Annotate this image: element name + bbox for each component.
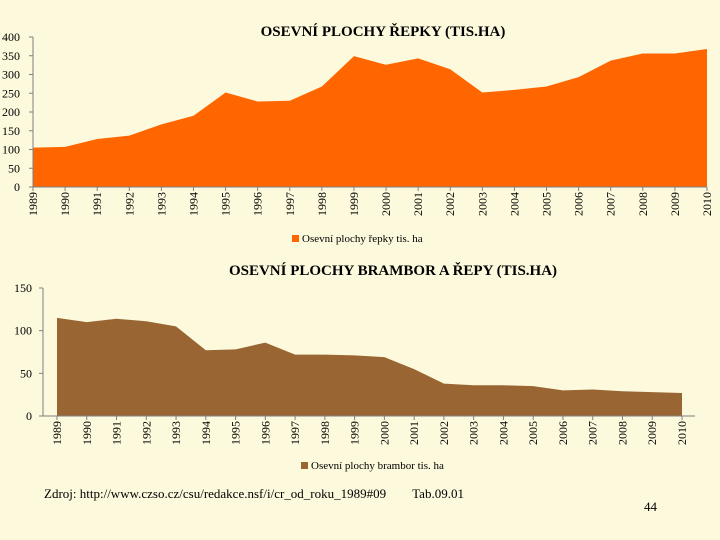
- table-ref: Tab.09.01: [412, 486, 464, 501]
- y-tick-label: 200: [2, 105, 20, 119]
- x-tick-label: 2000: [377, 421, 391, 445]
- x-tick-label: 2003: [475, 192, 489, 216]
- x-tick-label: 1989: [50, 421, 64, 445]
- x-tick-label: 1994: [199, 421, 213, 445]
- legend-label: Osevní plochy brambor tis. ha: [311, 460, 444, 472]
- x-tick-label: 2004: [496, 421, 510, 445]
- x-tick-label: 1996: [258, 421, 272, 445]
- chart-title: OSEVNÍ PLOCHY BRAMBOR A ŘEPY (TIS.HA): [229, 262, 557, 279]
- x-tick-label: 1990: [80, 421, 94, 445]
- x-tick-label: 1998: [315, 192, 329, 216]
- x-tick-label: 1995: [229, 421, 243, 445]
- x-tick-label: 1999: [348, 421, 362, 445]
- x-tick-label: 2005: [540, 192, 554, 216]
- legend: Osevní plochy řepky tis. ha: [292, 233, 423, 245]
- y-tick-label: 100: [14, 324, 32, 338]
- page-number: 44: [644, 499, 657, 514]
- y-axis: 0 50 100 150: [14, 281, 44, 423]
- y-tick-label: 100: [2, 143, 20, 157]
- x-tick-label: 1999: [347, 192, 361, 216]
- x-tick-label: 2008: [636, 192, 650, 216]
- x-tick-label: 1997: [288, 421, 302, 445]
- x-tick-label: 1993: [169, 421, 183, 445]
- x-tick-label: 1996: [251, 192, 265, 216]
- source-footer: Zdroj: http://www.czso.cz/csu/redakce.ns…: [44, 486, 464, 502]
- area-fill: [57, 317, 682, 416]
- x-tick-label: 1992: [122, 192, 136, 216]
- y-tick-label: 50: [20, 366, 32, 380]
- x-tick-label: 2002: [437, 421, 451, 445]
- x-tick-label: 2003: [467, 421, 481, 445]
- legend-label: Osevní plochy řepky tis. ha: [302, 233, 423, 245]
- y-axis: 0 50 100 150 200 250 300 350 400: [2, 30, 34, 194]
- x-tick-label: 2007: [586, 421, 600, 445]
- x-tick-label: 1991: [110, 421, 124, 445]
- x-tick-label: 2006: [556, 421, 570, 445]
- x-tick-label: 2004: [507, 192, 521, 216]
- area-fill: [33, 49, 707, 187]
- y-tick-label: 0: [14, 180, 20, 194]
- x-tick-label: 1997: [283, 192, 297, 216]
- y-tick-label: 150: [14, 281, 32, 295]
- x-tick-label: 2009: [645, 421, 659, 445]
- x-tick-label: 2002: [443, 192, 457, 216]
- y-tick-label: 0: [26, 409, 32, 423]
- x-tick-label: 1998: [318, 421, 332, 445]
- x-tick-label: 2001: [411, 192, 425, 216]
- legend-swatch: [301, 462, 308, 469]
- y-tick-label: 150: [2, 124, 20, 138]
- x-tick-label: 2000: [379, 192, 393, 216]
- legend: Osevní plochy brambor tis. ha: [301, 460, 444, 472]
- x-tick-label: 2009: [668, 192, 682, 216]
- legend-swatch: [292, 235, 299, 242]
- x-tick-label: 1992: [139, 421, 153, 445]
- x-tick-label: 1994: [186, 192, 200, 216]
- x-tick-label: 1990: [58, 192, 72, 216]
- x-tick-label: 1993: [154, 192, 168, 216]
- y-tick-label: 50: [8, 161, 20, 175]
- x-tick-label: 2001: [407, 421, 421, 445]
- x-tick-label: 2005: [526, 421, 540, 445]
- y-tick-label: 400: [2, 30, 20, 44]
- x-tick-label: 1991: [90, 192, 104, 216]
- y-tick-label: 350: [2, 49, 20, 63]
- x-tick-label: 2008: [615, 421, 629, 445]
- x-tick-label: 2010: [700, 192, 714, 216]
- source-link[interactable]: Zdroj: http://www.czso.cz/csu/redakce.ns…: [44, 486, 387, 501]
- y-tick-label: 250: [2, 86, 20, 100]
- x-tick-label: 1995: [219, 192, 233, 216]
- chart-title: OSEVNÍ PLOCHY ŘEPKY (TIS.HA): [261, 23, 506, 40]
- potato-area-chart: OSEVNÍ PLOCHY BRAMBOR A ŘEPY (TIS.HA) 0 5…: [14, 262, 695, 472]
- x-tick-label: 2006: [572, 192, 586, 216]
- x-tick-label: 2010: [675, 421, 689, 445]
- y-tick-label: 300: [2, 68, 20, 82]
- rapeseed-area-chart: OSEVNÍ PLOCHY ŘEPKY (TIS.HA) 0 50 100 150 20…: [2, 23, 714, 245]
- x-axis: 1989 1990 1991 1992 1993 1994 1995 1996 1997 1998…: [26, 186, 714, 216]
- x-tick-label: 1989: [26, 192, 40, 216]
- x-axis: 1989 1990 1991 1992 1993 1994 1995 1996 1997 1998…: [43, 415, 695, 445]
- x-tick-label: 2007: [604, 192, 618, 216]
